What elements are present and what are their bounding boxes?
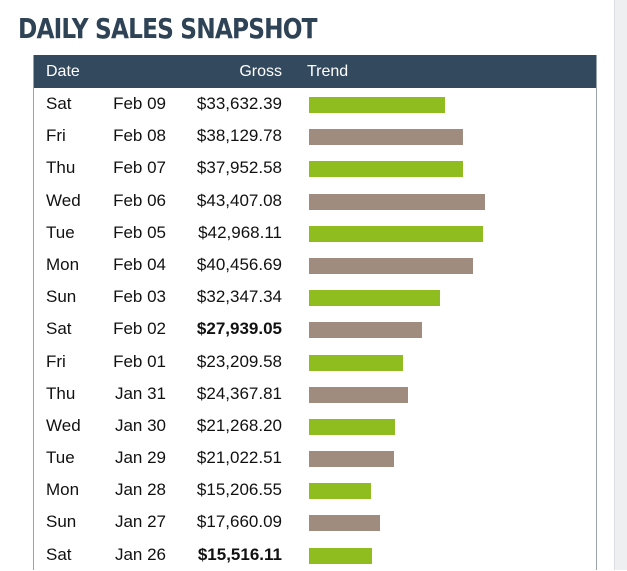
- row-date: Feb 09: [113, 94, 166, 113]
- table-row: Thu Feb 07 $37,952.58: [34, 152, 596, 184]
- table-row: Sun Jan 27 $17,660.09: [34, 506, 596, 538]
- row-date: Feb 05: [113, 222, 166, 242]
- trend-bar: [309, 257, 473, 274]
- table-row: Mon Feb 04 $40,456.69: [34, 249, 596, 281]
- trend-bar: [309, 290, 440, 307]
- row-day: Mon: [46, 480, 80, 500]
- row-gross: $15,516.11: [197, 544, 282, 564]
- row-date: Feb 01: [113, 351, 166, 371]
- column-header-gross: Gross: [239, 63, 282, 80]
- row-day: Wed: [46, 190, 81, 210]
- row-date: Jan 28: [114, 480, 166, 500]
- row-gross: $42,968.11: [198, 222, 282, 242]
- trend-bar: [309, 129, 463, 146]
- row-date: Jan 31: [114, 383, 166, 403]
- trend-bar: [309, 225, 483, 242]
- sales-table: Date Gross Trend Sat Feb 09 $33,632.39 Fri F…: [33, 55, 597, 570]
- row-gross: $27,939.05: [196, 319, 282, 339]
- table-row: Sat Jan 26 $15,516.11: [34, 539, 596, 571]
- table-row: Sat Feb 09 $33,632.39: [34, 88, 596, 120]
- row-day: Tue: [46, 222, 75, 242]
- row-date: Jan 30: [114, 415, 166, 435]
- row-day: Wed: [46, 415, 81, 435]
- row-day: Tue: [46, 448, 75, 468]
- row-day: Fri: [46, 351, 66, 371]
- row-gross: $43,407.08: [196, 190, 282, 210]
- trend-bar: [309, 97, 445, 113]
- row-gross: $15,206.55: [196, 480, 282, 500]
- row-gross: $40,456.69: [196, 254, 282, 274]
- row-day: Thu: [46, 158, 76, 178]
- trend-bar: [309, 418, 395, 435]
- row-gross: $38,129.78: [196, 126, 282, 146]
- trend-bar: [309, 483, 371, 500]
- trend-bar: [309, 547, 372, 564]
- row-date: Feb 08: [113, 126, 166, 146]
- row-gross: $37,952.58: [196, 158, 282, 178]
- trend-bar: [309, 161, 463, 178]
- row-day: Mon: [46, 254, 80, 274]
- table-row: Tue Feb 05 $42,968.11: [34, 217, 596, 249]
- window-edge: [614, 0, 627, 570]
- table-row: Mon Jan 28 $15,206.55: [34, 474, 596, 506]
- row-date: Feb 07: [113, 158, 166, 178]
- row-gross: $33,632.39: [196, 94, 282, 113]
- row-gross: $17,660.09: [196, 512, 282, 532]
- column-header-date: Date: [46, 63, 80, 80]
- row-gross: $21,022.51: [196, 448, 282, 468]
- trend-bar: [309, 386, 408, 403]
- row-gross: $24,367.81: [196, 383, 282, 403]
- row-date: Jan 29: [114, 448, 166, 468]
- table-body: Sat Feb 09 $33,632.39 Fri Feb 08 $38,129.78 Th…: [34, 88, 596, 571]
- trend-bar: [309, 322, 422, 339]
- table-row: Thu Jan 31 $24,367.81: [34, 378, 596, 410]
- table-row: Fri Feb 01 $23,209.58: [34, 346, 596, 378]
- column-header-trend: Trend: [307, 63, 349, 80]
- row-gross: $21,268.20: [196, 415, 282, 435]
- table-header: Date Gross Trend: [34, 55, 596, 88]
- trend-bar: [309, 451, 394, 468]
- page-title: DAILY SALES SNAPSHOT: [18, 12, 318, 45]
- row-date: Feb 03: [113, 287, 166, 307]
- row-day: Sat: [46, 319, 72, 339]
- row-date: Jan 27: [114, 512, 166, 532]
- row-gross: $32,347.34: [196, 287, 282, 307]
- row-day: Sat: [46, 94, 72, 113]
- table-row: Tue Jan 29 $21,022.51: [34, 442, 596, 474]
- trend-bar: [309, 354, 403, 371]
- row-day: Thu: [46, 383, 76, 403]
- table-row: Sat Feb 02 $27,939.05: [34, 313, 596, 345]
- row-date: Jan 26: [114, 544, 166, 564]
- row-day: Fri: [46, 126, 66, 146]
- table-row: Wed Jan 30 $21,268.20: [34, 410, 596, 442]
- row-gross: $23,209.58: [196, 351, 282, 371]
- row-date: Feb 02: [113, 319, 166, 339]
- trend-bar: [309, 193, 485, 210]
- row-day: Sun: [46, 512, 77, 532]
- trend-bar: [309, 515, 380, 532]
- table-row: Sun Feb 03 $32,347.34: [34, 281, 596, 313]
- row-date: Feb 06: [113, 190, 166, 210]
- row-date: Feb 04: [113, 254, 166, 274]
- row-day: Sat: [46, 544, 72, 564]
- table-row: Fri Feb 08 $38,129.78: [34, 120, 596, 152]
- table-row: Wed Feb 06 $43,407.08: [34, 185, 596, 217]
- row-day: Sun: [46, 287, 77, 307]
